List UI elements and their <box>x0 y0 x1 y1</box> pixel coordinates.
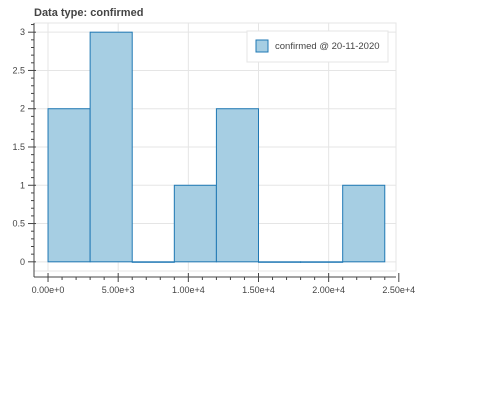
x-tick-label: 2.50e+4 <box>382 285 415 295</box>
x-tick-label: 2.00e+4 <box>312 285 345 295</box>
legend-swatch <box>255 39 269 53</box>
histogram-bar <box>173 184 217 263</box>
y-tick-label: 3 <box>20 27 25 37</box>
histogram-bar <box>342 184 386 263</box>
axes: 0 0.5 1 1.5 2 2.5 3 0.00e+0 5.00e+3 1.00e+4 1.50e+… <box>12 23 415 295</box>
legend-box <box>246 30 389 63</box>
y-tick-label: 1 <box>20 180 25 190</box>
y-tick-label: 0 <box>20 257 25 267</box>
histogram-bar <box>300 261 344 263</box>
histogram-bars <box>47 31 386 263</box>
histogram-bar <box>47 108 91 263</box>
histogram-bar <box>131 261 175 263</box>
y-tick-label: 0.5 <box>12 219 25 229</box>
legend: confirmed @ 20-11-2020 <box>246 30 389 63</box>
histogram-bar <box>215 108 259 263</box>
histogram-bar <box>257 261 302 263</box>
histogram-bar <box>89 31 133 263</box>
x-tick-label: 0.00e+0 <box>32 285 65 295</box>
x-tick-label: 5.00e+3 <box>102 285 135 295</box>
y-tick-label: 1.5 <box>12 142 25 152</box>
legend-label: confirmed @ 20-11-2020 <box>275 41 380 52</box>
x-tick-label: 1.50e+4 <box>242 285 275 295</box>
x-tick-label: 1.00e+4 <box>172 285 205 295</box>
chart-title: Data type: confirmed <box>34 7 143 19</box>
y-tick-label: 2.5 <box>12 65 25 75</box>
y-tick-label: 2 <box>20 104 25 114</box>
